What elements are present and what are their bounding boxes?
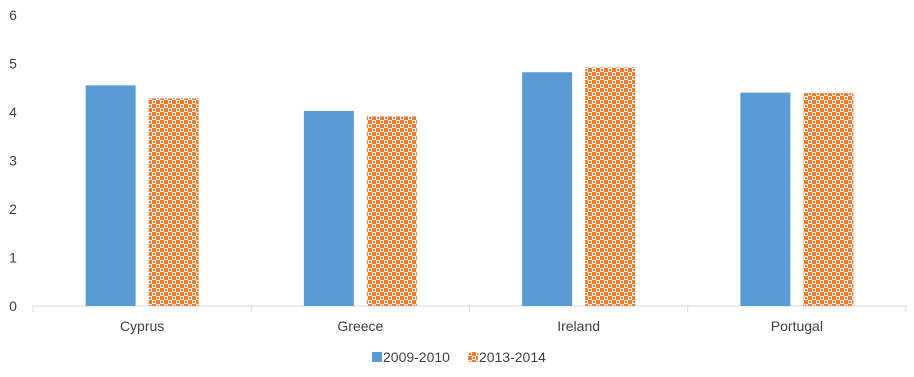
legend-label: 2009-2010 — [383, 349, 450, 365]
bar-2009-2010-Portugal — [740, 93, 790, 306]
bar-2009-2010-Greece — [304, 111, 354, 306]
bar-2009-2010-Cyprus — [86, 85, 136, 306]
bar-2013-2014-Ireland — [585, 67, 635, 306]
bar-2013-2014-Portugal — [803, 93, 853, 306]
x-category-label: Cyprus — [120, 318, 164, 334]
bar-2013-2014-Greece — [367, 116, 417, 306]
y-tick-label: 4 — [9, 104, 17, 120]
x-category-label: Greece — [337, 318, 383, 334]
y-tick-label: 1 — [9, 250, 17, 266]
legend-swatch — [372, 352, 382, 362]
y-tick-label: 3 — [9, 153, 17, 169]
y-tick-label: 6 — [9, 7, 17, 23]
y-tick-label: 0 — [9, 298, 17, 314]
y-tick-label: 2 — [9, 201, 17, 217]
bar-2013-2014-Cyprus — [149, 98, 199, 306]
y-axis: 0 1 2 3 4 5 6 — [9, 7, 17, 314]
x-category-label: Ireland — [557, 318, 600, 334]
bars-group — [86, 67, 854, 306]
y-tick-label: 5 — [9, 56, 17, 72]
bar-2009-2010-Ireland — [522, 72, 572, 306]
legend: 2009-2010 2013-2014 — [372, 349, 546, 365]
x-axis: Cyprus Greece Ireland Portugal — [33, 306, 906, 334]
legend-label: 2013-2014 — [479, 349, 546, 365]
legend-swatch — [468, 352, 478, 362]
x-category-label: Portugal — [771, 318, 823, 334]
